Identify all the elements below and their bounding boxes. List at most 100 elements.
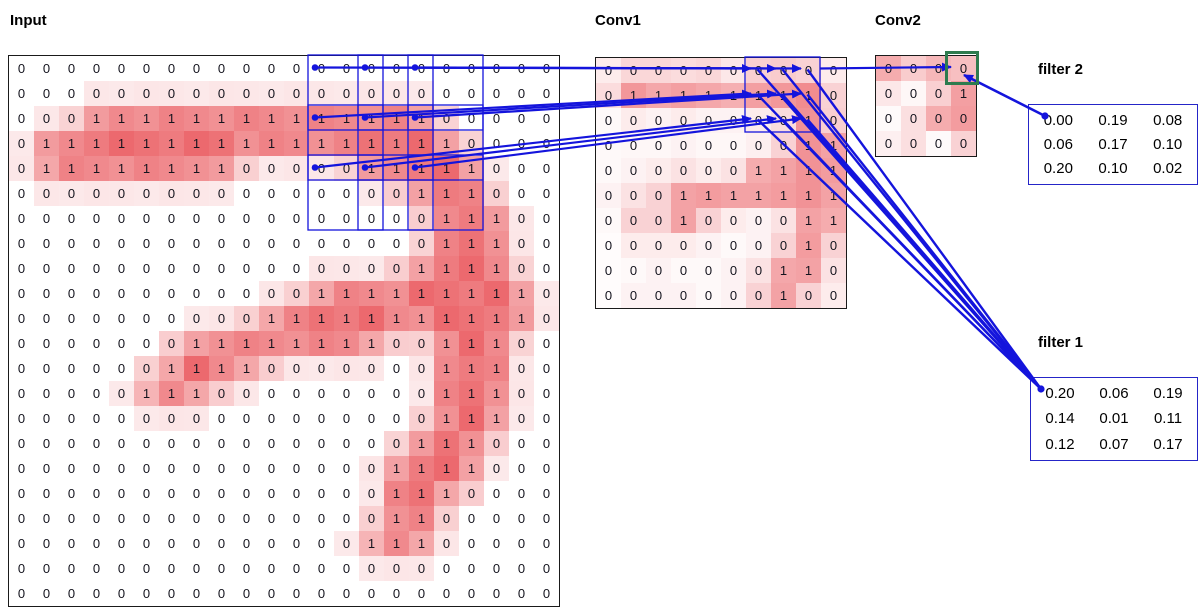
conv1-cell: 1 [746,83,771,108]
input-cell: 0 [209,481,234,506]
input-cell: 0 [84,81,109,106]
input-cell: 0 [284,506,309,531]
input-cell: 0 [9,156,34,181]
input-cell: 0 [359,456,384,481]
input-cell: 1 [434,481,459,506]
input-cell: 1 [384,281,409,306]
input-cell: 0 [159,481,184,506]
input-cell: 0 [484,131,509,156]
input-cell: 1 [484,281,509,306]
input-cell: 1 [434,206,459,231]
input-cell: 0 [134,556,159,581]
conv1-cell: 0 [671,283,696,308]
conv2-cell: 0 [926,81,951,106]
input-cell: 0 [159,531,184,556]
input-cell: 0 [484,56,509,81]
conv1-cell: 1 [646,83,671,108]
input-cell: 0 [284,356,309,381]
input-cell: 0 [34,381,59,406]
input-cell: 1 [509,281,534,306]
input-cell: 0 [484,556,509,581]
input-cell: 0 [309,581,334,606]
input-cell: 0 [334,381,359,406]
conv1-cell: 0 [621,233,646,258]
conv1-cell: 0 [621,183,646,208]
conv1-cell: 0 [621,258,646,283]
input-cell: 0 [509,181,534,206]
input-cell: 0 [159,256,184,281]
input-cell: 0 [534,131,559,156]
conv1-cell: 0 [646,133,671,158]
input-cell: 1 [84,106,109,131]
input-cell: 1 [59,131,84,156]
input-cell: 0 [9,456,34,481]
input-cell: 1 [434,281,459,306]
input-cell: 0 [59,206,84,231]
filter2-value: 0.20 [1043,160,1073,178]
input-cell: 0 [134,281,159,306]
conv1-cell: 0 [796,283,821,308]
input-cell: 0 [509,331,534,356]
conv1-cell: 0 [671,258,696,283]
filter2-value: 0.00 [1043,111,1073,129]
input-cell: 1 [434,381,459,406]
input-cell: 0 [34,181,59,206]
input-cell: 0 [59,281,84,306]
conv1-cell: 1 [821,183,846,208]
input-cell: 0 [109,506,134,531]
filter2-value: 0.10 [1153,135,1183,153]
conv1-cell: 0 [721,108,746,133]
input-cell: 0 [459,81,484,106]
input-cell: 1 [159,381,184,406]
input-cell: 0 [209,306,234,331]
input-cell: 0 [259,206,284,231]
filter2-value: 0.08 [1153,111,1183,129]
conv1-cell: 0 [696,258,721,283]
input-cell: 0 [209,581,234,606]
input-cell: 0 [459,106,484,131]
input-cell: 1 [359,331,384,356]
input-cell: 0 [334,81,359,106]
input-cell: 0 [9,481,34,506]
conv2-cell: 0 [901,131,926,156]
filter2-value: 0.10 [1098,160,1128,178]
input-cell: 1 [384,506,409,531]
input-cell: 1 [459,281,484,306]
conv2-cell: 0 [926,106,951,131]
input-cell: 1 [359,281,384,306]
input-cell: 0 [309,256,334,281]
input-cell: 0 [509,456,534,481]
input-cell: 0 [234,581,259,606]
input-cell: 0 [359,356,384,381]
conv1-cell: 0 [721,258,746,283]
input-cell: 0 [359,181,384,206]
input-cell: 0 [384,581,409,606]
input-cell: 0 [134,356,159,381]
conv2-cell: 0 [876,131,901,156]
input-cell: 0 [184,406,209,431]
conv1-cell: 0 [821,233,846,258]
input-cell: 0 [459,556,484,581]
conv1-cell: 0 [746,283,771,308]
conv1-cell: 0 [621,58,646,83]
input-cell: 1 [459,381,484,406]
input-cell: 1 [409,281,434,306]
conv1-cell: 0 [771,108,796,133]
input-cell: 0 [34,531,59,556]
filter1-value: 0.07 [1099,435,1129,453]
input-cell: 0 [434,556,459,581]
input-cell: 0 [9,281,34,306]
conv2-cell: 0 [951,106,976,131]
input-cell: 1 [459,431,484,456]
input-cell: 0 [109,231,134,256]
input-cell: 1 [484,356,509,381]
input-cell: 0 [534,406,559,431]
conv1-cell: 1 [821,133,846,158]
input-cell: 0 [184,431,209,456]
input-cell: 0 [284,206,309,231]
input-cell: 0 [534,581,559,606]
input-cell: 0 [509,581,534,606]
input-cell: 0 [259,481,284,506]
